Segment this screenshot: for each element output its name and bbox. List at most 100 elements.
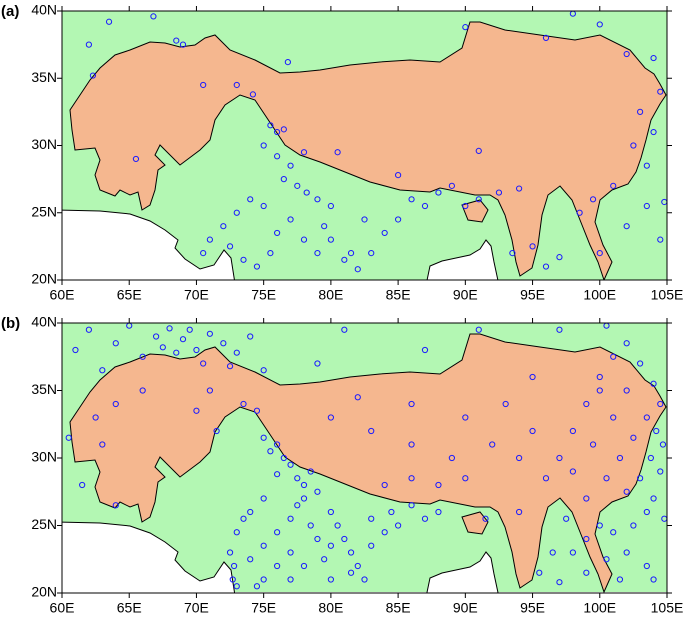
x-tick-label: 65E: [117, 287, 142, 303]
station-point: [287, 216, 294, 223]
station-point: [300, 149, 308, 156]
station-point: [623, 488, 630, 495]
station-point: [462, 414, 469, 421]
station-point: [280, 176, 287, 183]
station-point: [650, 54, 657, 62]
station-point: [314, 488, 321, 495]
station-point: [307, 468, 314, 475]
x-tick-label: 100E: [583, 287, 616, 303]
station-point: [260, 495, 267, 502]
station-point: [596, 250, 603, 257]
station-point: [610, 414, 617, 421]
station-point: [287, 549, 294, 556]
station-point: [623, 549, 630, 556]
station-point: [610, 353, 617, 360]
station-point: [643, 162, 650, 169]
station-point: [260, 202, 267, 210]
panel-label: (a): [1, 3, 19, 20]
station-point: [549, 549, 556, 556]
station-point: [623, 223, 630, 230]
x-tick-label: 90E: [453, 287, 478, 303]
station-point: [206, 387, 213, 394]
station-point: [596, 373, 603, 381]
station-point: [274, 529, 281, 536]
station-point: [334, 522, 341, 529]
station-point: [105, 18, 113, 25]
station-point: [408, 400, 415, 408]
y-tick-label: 40N: [31, 314, 57, 330]
station-point: [650, 380, 657, 387]
station-point: [395, 522, 402, 529]
station-point: [650, 495, 657, 502]
station-point: [368, 515, 375, 522]
station-point: [509, 250, 516, 257]
station-point: [287, 461, 294, 468]
x-tick-label: 60E: [50, 287, 75, 303]
station-point: [368, 427, 375, 435]
station-point: [65, 434, 72, 441]
station-point: [462, 24, 469, 31]
station-point: [153, 333, 160, 340]
station-point: [536, 569, 543, 576]
station-point: [72, 346, 79, 354]
station-point: [583, 569, 590, 576]
station-point: [287, 576, 294, 583]
station-point: [368, 542, 375, 549]
station-point: [253, 583, 261, 590]
station-point: [368, 250, 375, 257]
station-point: [475, 326, 482, 333]
x-tick-label: 75E: [251, 600, 276, 616]
station-point: [596, 522, 603, 529]
station-point: [274, 229, 281, 237]
station-point: [408, 196, 415, 203]
station-point: [556, 454, 563, 462]
station-point: [637, 360, 644, 367]
station-point: [563, 515, 570, 522]
station-point: [395, 216, 402, 223]
x-tick-label: 75E: [251, 287, 276, 303]
station-point: [247, 196, 254, 203]
station-point: [85, 326, 92, 333]
station-point: [650, 576, 657, 583]
station-point: [381, 229, 388, 237]
station-point: [233, 81, 240, 89]
station-point: [327, 236, 334, 243]
x-tick-label: 105E: [651, 600, 684, 616]
x-tick-label: 95E: [520, 287, 545, 303]
station-point: [274, 562, 281, 570]
land-a: [62, 11, 667, 280]
station-point: [267, 448, 274, 455]
station-point: [529, 243, 536, 250]
station-point: [274, 153, 281, 160]
station-point: [556, 579, 563, 586]
station-point: [583, 495, 590, 502]
station-point: [630, 142, 637, 149]
station-point: [462, 202, 469, 210]
station-point: [139, 353, 146, 360]
station-point: [240, 515, 247, 522]
station-point: [249, 91, 257, 98]
station-point: [139, 387, 146, 394]
station-point: [643, 508, 650, 516]
station-point: [240, 256, 247, 263]
station-point: [596, 387, 603, 394]
station-point: [294, 182, 301, 189]
station-point: [314, 196, 321, 203]
station-point: [230, 562, 238, 570]
station-point: [150, 13, 157, 20]
station-point: [361, 216, 368, 223]
station-point: [300, 481, 308, 489]
station-point: [307, 522, 314, 529]
station-point: [314, 250, 321, 257]
station-point: [240, 400, 247, 408]
station-point: [542, 34, 550, 42]
station-point: [542, 475, 550, 482]
station-point: [529, 373, 536, 381]
station-point: [630, 522, 637, 529]
station-point: [623, 50, 630, 58]
station-point: [132, 155, 140, 163]
station-point: [327, 508, 334, 516]
station-point: [112, 340, 119, 347]
station-point: [206, 236, 213, 243]
station-point: [300, 236, 308, 243]
